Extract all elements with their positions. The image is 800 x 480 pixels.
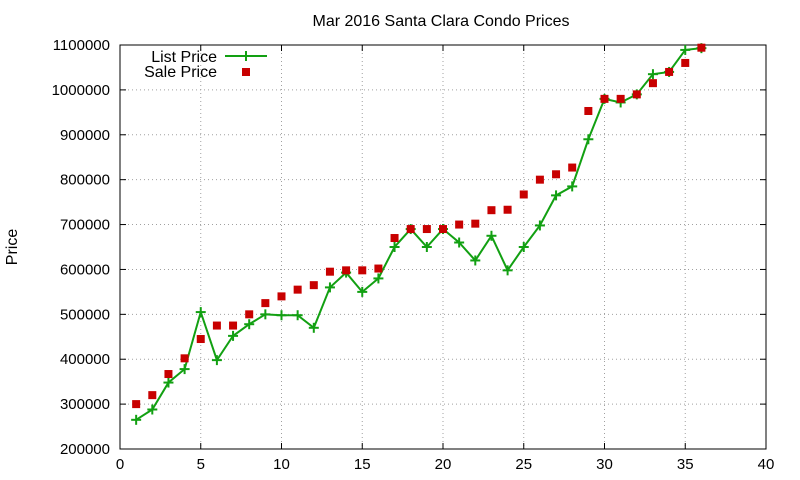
data-point-list-price xyxy=(179,364,190,375)
data-point-list-price xyxy=(260,309,271,320)
data-point-sale-price xyxy=(422,225,431,234)
data-point-list-price xyxy=(567,181,578,192)
data-point-list-price xyxy=(147,404,158,415)
y-tick-label: 1100000 xyxy=(53,37,110,54)
y-tick-label: 900000 xyxy=(60,127,110,144)
data-point-list-price xyxy=(389,242,400,252)
data-point-sale-price xyxy=(390,234,399,243)
y-tick-label: 800000 xyxy=(60,172,110,189)
data-point-sale-price xyxy=(632,90,641,99)
data-point-list-price xyxy=(470,255,481,266)
data-point-sale-price xyxy=(277,292,286,301)
data-point-sale-price xyxy=(681,58,690,67)
grid-lines xyxy=(120,45,766,449)
data-point-sale-price xyxy=(164,370,173,379)
x-tick-label: 35 xyxy=(677,456,694,473)
data-point-sale-price xyxy=(406,225,415,234)
axes: 0 5 10 15 20 25 30 35 40 200000 300000 400000 500000… xyxy=(52,37,775,473)
data-point-sale-price xyxy=(132,400,141,409)
data-point-list-price xyxy=(486,230,497,241)
data-point-sale-price xyxy=(342,266,351,275)
data-point-sale-price xyxy=(665,67,674,76)
y-tick-label: 1000000 xyxy=(52,82,110,99)
data-point-sale-price xyxy=(600,94,609,103)
data-point-list-price xyxy=(647,69,658,80)
x-tick-label: 15 xyxy=(354,456,371,473)
data-point-sale-price xyxy=(697,43,706,52)
x-tick-label: 40 xyxy=(758,456,775,473)
plot-area xyxy=(131,43,707,425)
data-point-sale-price xyxy=(229,321,238,330)
data-point-list-price xyxy=(131,414,142,425)
data-point-sale-price xyxy=(196,335,205,344)
data-point-sale-price xyxy=(439,225,447,234)
data-point-sale-price xyxy=(455,220,464,229)
data-point-list-price xyxy=(534,220,545,231)
legend-marker-list-price xyxy=(241,51,251,61)
series-line-list-price xyxy=(135,47,702,421)
data-point-sale-price xyxy=(309,281,318,290)
y-tick-label: 600000 xyxy=(60,261,110,278)
data-point-sale-price xyxy=(245,310,254,319)
data-point-list-price xyxy=(583,134,594,145)
y-tick-label: 500000 xyxy=(60,306,110,323)
data-point-list-price xyxy=(518,242,529,252)
data-point-sale-price xyxy=(180,354,189,363)
data-point-list-price xyxy=(421,242,432,252)
y-tick-label: 200000 xyxy=(60,441,110,458)
data-point-sale-price xyxy=(358,266,367,275)
data-point-sale-price xyxy=(471,219,480,228)
y-axis-label: Price xyxy=(4,229,21,266)
legend-marker-sale-price xyxy=(242,68,250,76)
data-point-sale-price xyxy=(519,190,528,199)
data-point-sale-price xyxy=(374,264,383,273)
y-tick-label: 300000 xyxy=(60,396,110,413)
data-point-list-price xyxy=(373,273,384,284)
data-point-list-price xyxy=(292,310,303,321)
x-tick-label: 0 xyxy=(116,456,124,473)
y-tick-label: 400000 xyxy=(60,351,110,368)
data-point-sale-price xyxy=(148,391,157,400)
x-tick-label: 30 xyxy=(596,456,613,473)
data-point-list-price xyxy=(276,310,287,321)
legend-label-sale-price: Sale Price xyxy=(144,64,217,81)
data-point-list-price xyxy=(502,265,513,276)
data-point-sale-price xyxy=(325,267,334,276)
data-point-sale-price xyxy=(552,170,561,179)
data-point-sale-price xyxy=(568,163,577,172)
data-point-list-price xyxy=(163,377,174,388)
x-tick-label: 10 xyxy=(273,456,290,473)
data-point-list-price xyxy=(211,355,222,366)
data-point-sale-price xyxy=(616,94,625,103)
legend-label-list-price: List Price xyxy=(151,49,217,66)
data-point-sale-price xyxy=(293,285,302,294)
x-tick-label: 20 xyxy=(435,456,452,473)
data-point-sale-price xyxy=(648,79,657,88)
data-point-list-price xyxy=(324,282,335,293)
y-tick-label: 700000 xyxy=(60,217,110,234)
data-point-sale-price xyxy=(535,175,544,184)
data-point-list-price xyxy=(308,322,319,333)
data-point-sale-price xyxy=(584,106,593,115)
data-point-list-price xyxy=(195,307,206,318)
legend: List Price Sale Price xyxy=(144,49,267,81)
data-point-sale-price xyxy=(487,206,496,215)
data-point-list-price xyxy=(228,330,239,341)
data-point-sale-price xyxy=(503,205,512,214)
x-tick-label: 25 xyxy=(515,456,532,473)
data-point-list-price xyxy=(551,190,562,201)
chart-title: Mar 2016 Santa Clara Condo Prices xyxy=(312,13,569,30)
data-point-list-price xyxy=(454,237,465,248)
data-point-list-price xyxy=(244,319,255,330)
data-point-list-price xyxy=(357,286,368,297)
data-point-list-price xyxy=(680,44,691,55)
data-point-sale-price xyxy=(212,321,221,330)
data-point-sale-price xyxy=(261,299,270,308)
x-tick-label: 5 xyxy=(197,456,205,473)
